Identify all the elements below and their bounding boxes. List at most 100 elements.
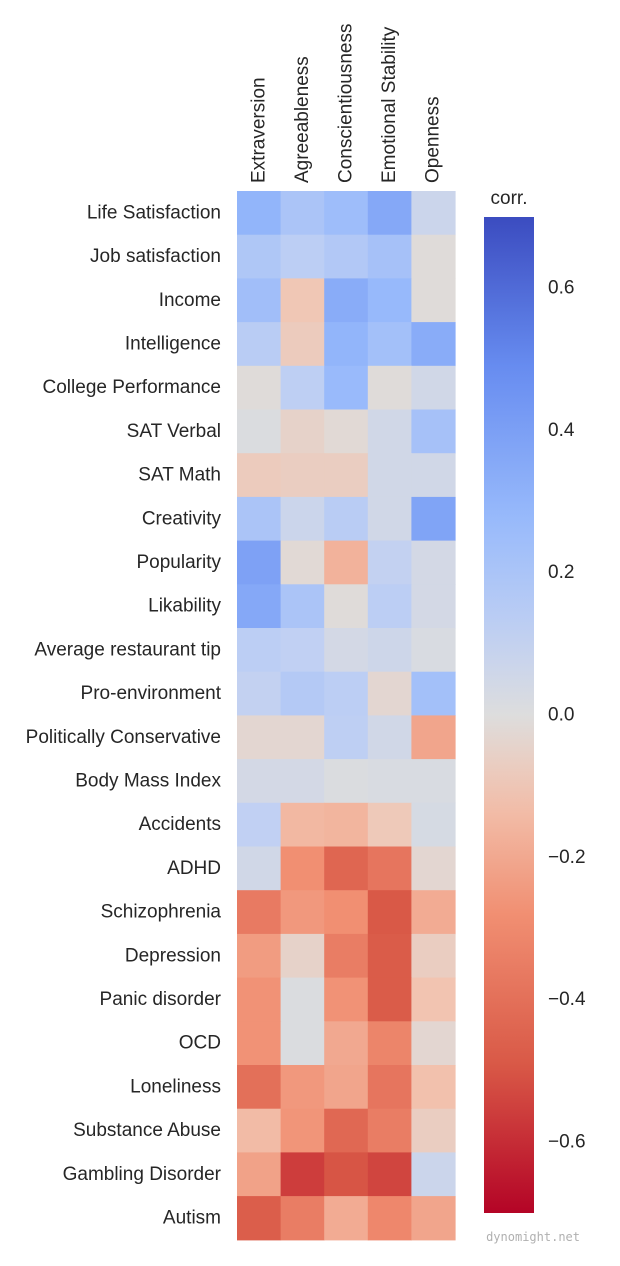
- heatmap-cell: [237, 540, 282, 585]
- row-label: Panic disorder: [100, 989, 222, 1010]
- heatmap-cell: [411, 1065, 456, 1110]
- heatmap-cell: [367, 933, 412, 979]
- heatmap-cell: [367, 278, 412, 323]
- heatmap-cell: [324, 453, 369, 498]
- heatmap-cell: [367, 890, 412, 935]
- row-label: Creativity: [142, 508, 222, 529]
- heatmap-cell: [411, 977, 456, 1022]
- heatmap-cell: [367, 540, 412, 585]
- heatmap-cell: [324, 584, 369, 629]
- row-label: Popularity: [137, 552, 222, 573]
- heatmap-cell: [237, 584, 282, 629]
- heatmap-cell: [411, 365, 456, 411]
- heatmap-cell: [367, 191, 412, 236]
- heatmap-cell: [411, 846, 456, 891]
- heatmap-cell: [411, 1196, 456, 1241]
- heatmap-cells: [237, 191, 456, 1241]
- heatmap-cell: [280, 409, 325, 454]
- colorbar-tick-label: −0.2: [548, 847, 586, 868]
- heatmap-cell: [237, 453, 282, 498]
- heatmap-cell: [237, 715, 282, 760]
- heatmap-cell: [280, 1152, 325, 1197]
- heatmap-cell: [411, 278, 456, 323]
- heatmap-cell: [324, 322, 369, 367]
- heatmap-cell: [324, 234, 369, 279]
- heatmap-cell: [324, 802, 369, 848]
- heatmap-cell: [324, 977, 369, 1022]
- heatmap-cell: [280, 234, 325, 279]
- row-label: Substance Abuse: [73, 1120, 221, 1141]
- colorbar-title: corr.: [491, 188, 528, 209]
- heatmap-cell: [237, 933, 282, 979]
- heatmap-cell: [367, 628, 412, 673]
- heatmap-cell: [411, 453, 456, 498]
- column-label: Conscientiousness: [336, 24, 357, 183]
- heatmap-cell: [280, 1065, 325, 1110]
- heatmap-cell: [411, 715, 456, 760]
- heatmap-cell: [324, 890, 369, 935]
- heatmap-cell: [411, 1152, 456, 1197]
- heatmap-cell: [411, 1021, 456, 1066]
- colorbar-gradient: [484, 217, 534, 1213]
- heatmap-cell: [237, 365, 282, 411]
- row-label: Pro-environment: [81, 683, 222, 704]
- row-label: Average restaurant tip: [34, 639, 221, 660]
- heatmap-cell: [280, 1196, 325, 1241]
- heatmap-cell: [411, 890, 456, 935]
- row-labels: Life Satisfaction Job satisfaction Income I…: [26, 202, 222, 1228]
- heatmap-cell: [411, 234, 456, 279]
- heatmap-cell: [280, 628, 325, 673]
- heatmap-cell: [280, 759, 325, 804]
- heatmap-cell: [324, 759, 369, 804]
- row-label: OCD: [179, 1033, 221, 1054]
- row-label: Job satisfaction: [90, 246, 221, 267]
- heatmap-cell: [411, 496, 456, 542]
- heatmap-cell: [367, 584, 412, 629]
- heatmap-cell: [237, 846, 282, 891]
- heatmap-cell: [411, 628, 456, 673]
- heatmap-cell: [280, 1108, 325, 1153]
- heatmap-cell: [280, 715, 325, 760]
- heatmap-cell: [280, 846, 325, 891]
- heatmap-cell: [324, 671, 369, 716]
- heatmap-cell: [237, 191, 282, 236]
- row-label: SAT Verbal: [127, 421, 221, 442]
- heatmap-cell: [237, 1065, 282, 1110]
- heatmap-cell: [367, 1065, 412, 1110]
- heatmap-cell: [324, 1196, 369, 1241]
- heatmap-cell: [324, 628, 369, 673]
- heatmap-cell: [411, 191, 456, 236]
- heatmap-cell: [280, 1021, 325, 1066]
- heatmap-cell: [324, 1021, 369, 1066]
- colorbar-tick-label: −0.4: [548, 989, 586, 1010]
- heatmap-cell: [324, 496, 369, 542]
- row-label: Accidents: [139, 814, 221, 835]
- heatmap-cell: [237, 322, 282, 367]
- heatmap-cell: [324, 846, 369, 891]
- heatmap-cell: [367, 1152, 412, 1197]
- heatmap-cell: [324, 1108, 369, 1153]
- heatmap-cell: [367, 453, 412, 498]
- heatmap-cell: [367, 496, 412, 542]
- colorbar-tick-label: 0.4: [548, 420, 575, 441]
- heatmap-cell: [237, 759, 282, 804]
- heatmap-cell: [367, 802, 412, 848]
- heatmap-cell: [367, 977, 412, 1022]
- row-label: Likability: [148, 596, 221, 617]
- row-label: Body Mass Index: [75, 771, 221, 792]
- heatmap-cell: [280, 933, 325, 979]
- heatmap-cell: [411, 1108, 456, 1153]
- heatmap-cell: [280, 584, 325, 629]
- colorbar-tick-label: 0.2: [548, 562, 574, 583]
- row-label: Schizophrenia: [101, 902, 222, 923]
- heatmap-cell: [237, 671, 282, 716]
- heatmap-cell: [237, 802, 282, 848]
- heatmap-cell: [411, 540, 456, 585]
- heatmap-cell: [324, 409, 369, 454]
- heatmap-cell: [280, 540, 325, 585]
- heatmap-cell: [411, 802, 456, 848]
- heatmap-cell: [280, 365, 325, 411]
- heatmap-cell: [280, 496, 325, 542]
- heatmap-cell: [237, 409, 282, 454]
- colorbar: corr. 0.6 0.4 0.2 0.0 −0.2 −0.4 −0.6: [484, 188, 586, 1213]
